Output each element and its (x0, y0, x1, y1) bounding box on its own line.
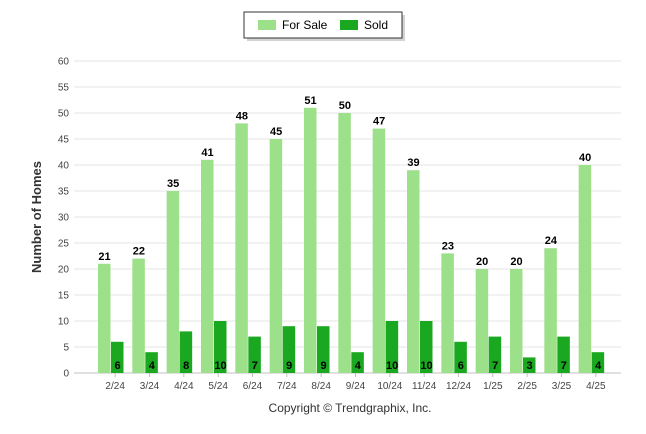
y-tick-label: 60 (58, 57, 70, 68)
data-label-sold: 9 (320, 360, 326, 372)
data-label-sold: 10 (214, 360, 226, 372)
bar-for-sale (441, 253, 454, 373)
legend-swatch-for-sale (258, 20, 276, 30)
y-axis-title: Number of Homes (29, 161, 44, 273)
bar-for-sale (544, 248, 557, 373)
x-tick-label: 12/24 (446, 381, 471, 392)
x-tick-label: 6/24 (243, 381, 263, 392)
x-tick-label: 4/24 (174, 381, 194, 392)
legend-label-sold: Sold (364, 18, 388, 32)
bar-sold (317, 326, 330, 373)
data-label-sold: 6 (458, 360, 464, 372)
x-tick-label: 9/24 (346, 381, 366, 392)
data-label-sold: 7 (561, 360, 567, 372)
y-tick-label: 45 (58, 135, 70, 146)
bar-for-sale (201, 159, 214, 373)
bar-for-sale (475, 269, 489, 373)
x-axis-ticks: 2/24 3/24 4/24 5/24 6/24 7/24 8/24 9/24 10/24 11/… (105, 373, 606, 392)
bar-sold (454, 341, 467, 373)
bar-sold (282, 326, 296, 373)
bar-sold (591, 352, 605, 373)
bar-for-sale (235, 123, 248, 374)
bar-sold (420, 321, 433, 373)
data-label-for-sale: 35 (167, 178, 179, 190)
y-tick-label: 0 (63, 369, 69, 380)
y-tick-label: 25 (58, 239, 70, 250)
x-tick-label: 3/25 (552, 381, 572, 392)
bar-sold (248, 336, 261, 373)
y-tick-label: 10 (58, 317, 70, 328)
y-tick-label: 5 (63, 343, 69, 354)
data-label-for-sale: 45 (270, 126, 282, 138)
data-label-sold: 10 (386, 360, 398, 372)
x-tick-label: 4/25 (586, 381, 606, 392)
y-tick-label: 35 (58, 187, 70, 198)
bar-for-sale (304, 107, 317, 374)
y-tick-label: 50 (58, 109, 70, 120)
bar-for-sale (166, 191, 180, 373)
bar-sold (145, 352, 158, 373)
plot-area: 2162243584110487459519504471039102362072… (98, 95, 605, 374)
y-tick-label: 55 (58, 83, 70, 94)
data-label-for-sale: 47 (373, 116, 385, 128)
bar-for-sale (578, 165, 592, 373)
data-label-for-sale: 24 (545, 235, 558, 247)
data-label-sold: 3 (526, 360, 532, 372)
bar-sold (488, 336, 502, 373)
bar-sold (179, 331, 193, 373)
y-tick-label: 15 (58, 291, 70, 302)
data-label-sold: 4 (595, 360, 602, 372)
bar-for-sale (98, 263, 111, 373)
x-tick-label: 1/25 (483, 381, 503, 392)
x-tick-label: 11/24 (412, 381, 437, 392)
data-label-sold: 4 (355, 360, 362, 372)
x-tick-label: 5/24 (208, 381, 228, 392)
bar-sold (214, 321, 227, 373)
x-tick-label: 8/24 (311, 381, 331, 392)
bar-for-sale (510, 269, 523, 373)
x-tick-label: 2/24 (105, 381, 125, 392)
bar-for-sale (407, 170, 420, 373)
y-tick-label: 30 (58, 213, 70, 224)
data-label-sold: 8 (183, 360, 189, 372)
bar-sold (523, 357, 536, 373)
data-label-sold: 7 (492, 360, 498, 372)
y-tick-label: 20 (58, 265, 70, 276)
data-label-for-sale: 50 (339, 100, 351, 112)
bar-for-sale (338, 113, 351, 373)
bar-sold (385, 321, 399, 373)
data-label-for-sale: 21 (98, 251, 110, 263)
bar-sold (351, 352, 364, 373)
copyright-text: Copyright © Trendgraphix, Inc. (269, 401, 432, 415)
data-label-for-sale: 41 (201, 147, 213, 159)
y-tick-label: 40 (58, 161, 70, 172)
data-label-for-sale: 22 (133, 246, 145, 258)
data-label-for-sale: 40 (579, 152, 591, 164)
x-tick-label: 10/24 (377, 381, 402, 392)
y-axis-ticks: 0 5 10 15 20 25 30 35 40 45 50 55 60 (58, 57, 70, 380)
bar-for-sale (132, 258, 145, 373)
x-tick-label: 3/24 (140, 381, 160, 392)
data-label-for-sale: 20 (476, 256, 488, 268)
bar-for-sale (372, 128, 386, 373)
data-label-sold: 10 (420, 360, 432, 372)
legend-swatch-sold (340, 20, 358, 30)
data-label-for-sale: 20 (510, 256, 522, 268)
data-label-for-sale: 51 (304, 95, 316, 107)
data-label-for-sale: 23 (442, 240, 454, 252)
data-label-sold: 4 (149, 360, 156, 372)
legend: For Sale Sold (243, 11, 405, 41)
bar-sold (111, 341, 124, 373)
x-tick-label: 2/25 (517, 381, 537, 392)
data-label-sold: 9 (286, 360, 292, 372)
data-label-for-sale: 39 (407, 157, 419, 169)
data-label-sold: 6 (114, 360, 120, 372)
bar-sold (557, 336, 570, 373)
x-tick-label: 7/24 (277, 381, 297, 392)
legend-label-for-sale: For Sale (282, 18, 328, 32)
data-label-sold: 7 (252, 360, 258, 372)
data-label-for-sale: 48 (236, 110, 248, 122)
bar-for-sale (269, 139, 283, 373)
